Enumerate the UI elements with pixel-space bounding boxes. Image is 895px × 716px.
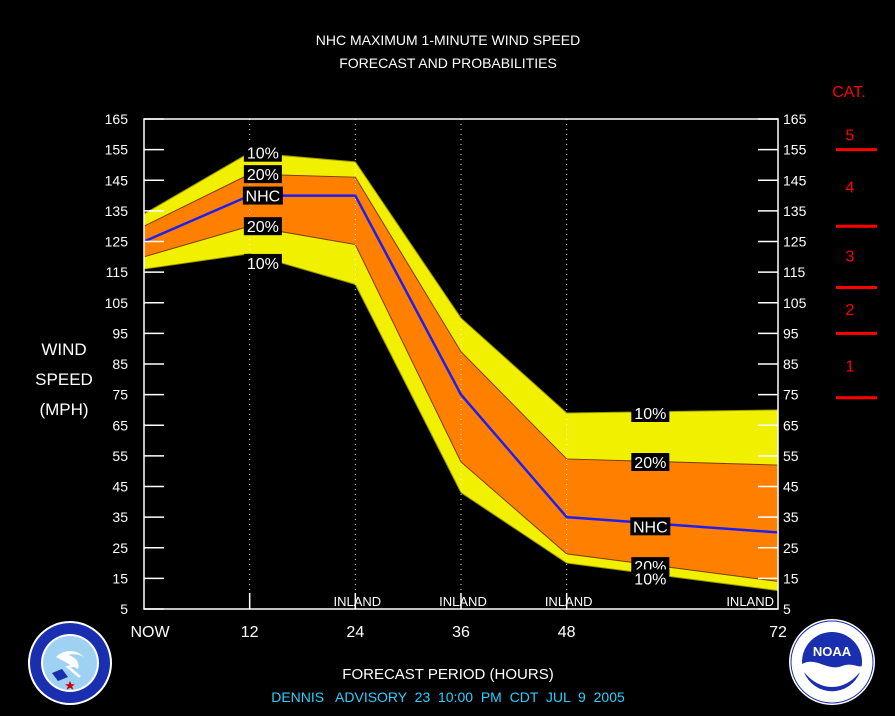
band-label-box (631, 404, 670, 422)
y-tick-label-right: 165 (783, 111, 807, 127)
chart-subtitle: FORECAST AND PROBABILITIES (339, 55, 557, 71)
chart-title: NHC MAXIMUM 1-MINUTE WIND SPEED (316, 32, 580, 48)
nhc-forecast-line (143, 194, 779, 534)
nws-logo (28, 621, 112, 705)
advisory-footer: DENNIS ADVISORY 23 10:00 PM CDT JUL 9 20… (271, 689, 625, 705)
category-label: 1 (846, 359, 855, 376)
band-label: 10% (634, 571, 666, 588)
y-tick-label-right: 65 (783, 417, 799, 433)
y-tick-label-right: 55 (783, 448, 799, 464)
y-tick-label-left: 115 (106, 264, 129, 280)
lower-10-line (143, 253, 779, 592)
x-tick-label: 24 (346, 624, 364, 641)
y-tick-label-left: 85 (112, 356, 128, 372)
y-tick-label-left: 55 (112, 448, 128, 464)
y-tick-label-right: 145 (783, 172, 807, 188)
inland-label: INLAND (545, 594, 593, 609)
y-tick-label-left: 155 (105, 142, 129, 158)
y-axis-label-line-3: (MPH) (39, 400, 88, 419)
category-label: 5 (846, 127, 855, 144)
noaa-logo: NOAA (789, 619, 875, 705)
band-label: 20% (247, 167, 279, 184)
y-tick-label-left: 105 (105, 295, 129, 311)
y-tick-label-left: 145 (105, 172, 129, 188)
upper-10-line (143, 152, 779, 414)
y-axis-label-line-2: SPEED (35, 370, 93, 389)
y-tick-label-left: 5 (120, 601, 128, 617)
band-label: 10% (634, 406, 666, 423)
inland-label: INLAND (439, 594, 487, 609)
x-tick-label: 36 (452, 624, 470, 641)
x-tick-label: 48 (558, 624, 576, 641)
y-tick-label-right: 155 (783, 142, 807, 158)
y-tick-label-left: 135 (105, 203, 129, 219)
y-tick-label-right: 125 (783, 234, 807, 250)
band-label-box (243, 217, 282, 236)
y-tick-label-right: 95 (783, 325, 799, 341)
y-tick-label-right: 135 (783, 203, 807, 219)
band-label-box (243, 253, 282, 272)
band-label: NHC (633, 519, 668, 536)
inland-label: INLAND (726, 594, 774, 609)
y-tick-label-left: 45 (112, 479, 128, 495)
x-tick-label: 72 (769, 624, 787, 641)
y-tick-label-left: 25 (112, 540, 128, 556)
y-tick-label-right: 45 (783, 479, 799, 495)
x-tick-label: NOW (130, 624, 170, 641)
y-tick-label-right: 85 (783, 356, 799, 372)
y-tick-label-right: 5 (783, 601, 791, 617)
upper-20-line (143, 173, 779, 466)
category-header: CAT. (832, 84, 865, 101)
category-label: 4 (846, 179, 855, 196)
band-label-box (631, 569, 670, 588)
noaa-logo-text: NOAA (813, 644, 852, 659)
y-tick-label-right: 75 (783, 387, 799, 403)
band-label: 10% (247, 256, 279, 273)
band-label: NHC (246, 189, 281, 206)
band-label: 20% (634, 455, 666, 472)
y-tick-label-left: 35 (112, 509, 128, 525)
y-tick-label-left: 95 (112, 325, 128, 341)
y-tick-label-right: 115 (783, 264, 806, 280)
y-tick-label-right: 25 (783, 540, 799, 556)
band-label: 20% (247, 219, 279, 236)
y-tick-label-left: 65 (112, 417, 128, 433)
band-20-percent (144, 174, 778, 582)
lower-20-line (143, 225, 779, 582)
band-label-box (243, 165, 282, 184)
y-tick-label-right: 15 (783, 570, 799, 586)
band-label: 10% (247, 146, 279, 163)
y-tick-label-right: 35 (783, 509, 799, 525)
y-tick-label-left: 125 (105, 234, 129, 250)
band-label-box (630, 517, 671, 536)
band-label-box (631, 453, 670, 471)
band-label-box (243, 143, 282, 162)
category-label: 3 (846, 248, 855, 265)
y-tick-label-left: 165 (105, 111, 129, 127)
y-axis-label-line-1: WIND (41, 340, 86, 359)
inland-label: INLAND (333, 594, 381, 609)
y-tick-label-right: 105 (783, 295, 807, 311)
category-scale: 5 4 3 2 1 (836, 127, 877, 400)
band-label-box (242, 186, 283, 205)
y-tick-label-left: 75 (112, 387, 128, 403)
category-label: 2 (846, 302, 855, 319)
x-axis-label: FORECAST PERIOD (HOURS) (342, 666, 553, 683)
y-tick-label-left: 15 (112, 570, 128, 586)
x-tick-label: 12 (241, 624, 259, 641)
